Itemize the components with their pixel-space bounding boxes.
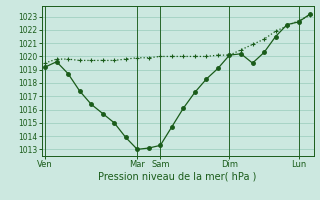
X-axis label: Pression niveau de la mer( hPa ): Pression niveau de la mer( hPa ) [99, 172, 257, 182]
